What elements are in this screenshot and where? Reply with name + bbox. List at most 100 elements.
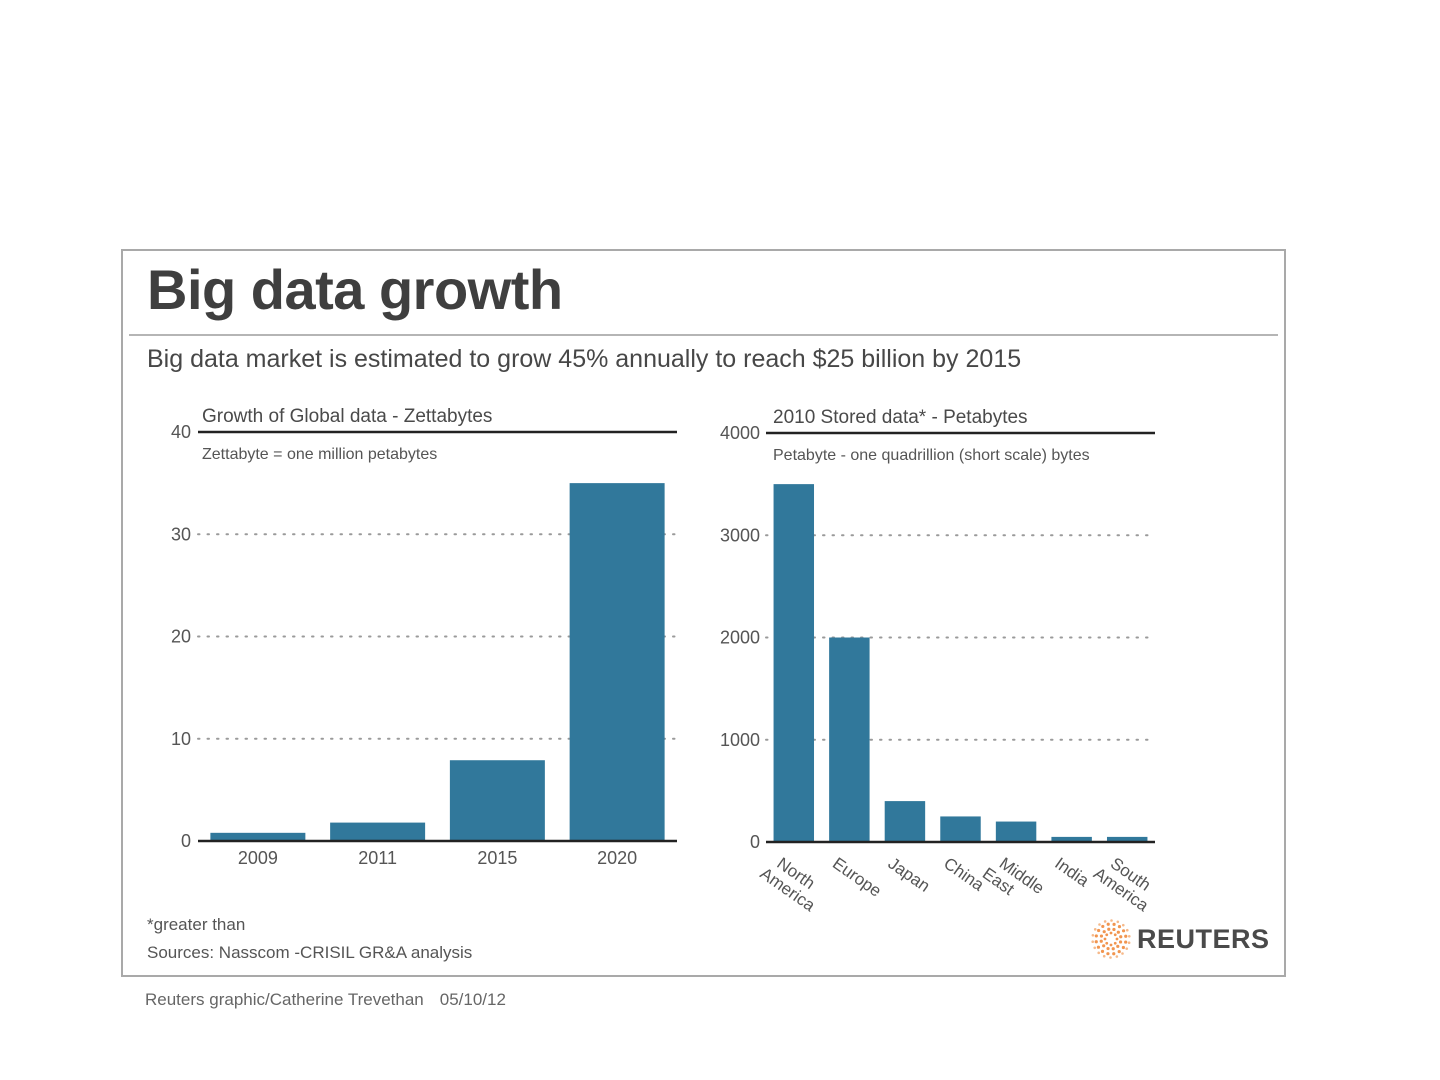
chart-frame: Big data growth Big data market is estim… (121, 249, 1286, 977)
credit-date: 05/10/12 (439, 990, 506, 1009)
bar-india (1051, 836, 1092, 842)
logo-dot (1097, 951, 1101, 955)
chart-1: Growth of Global data - Zettabytes Zettab… (171, 406, 678, 868)
x-tick-label-line: Japan (885, 854, 934, 896)
y-tick-label: 40 (171, 422, 191, 442)
chart-subtitle: Zettabyte = one million petabytes (202, 446, 437, 463)
logo-dot (1105, 933, 1109, 937)
y-tick-label: 20 (171, 627, 191, 647)
bar-north-america (773, 484, 815, 842)
title-divider (129, 334, 1278, 336)
bar-2011 (330, 822, 426, 841)
bar-south-america (1106, 836, 1148, 842)
logo-dot (1112, 952, 1116, 956)
logo-dot (1093, 946, 1097, 950)
logo-dot (1121, 929, 1126, 933)
logo-dot (1091, 940, 1094, 944)
y-tick-label: 3000 (720, 525, 760, 545)
x-tick-label: China (940, 854, 988, 895)
logo-dot (1096, 945, 1101, 949)
logo-dot (1103, 937, 1107, 941)
logo-dot (1099, 934, 1104, 938)
logo-dot (1105, 941, 1109, 945)
footnote: *greater than (147, 915, 246, 934)
logo-dot (1093, 928, 1097, 931)
x-tick-label: NorthAmerica (757, 849, 830, 915)
x-tick-label: India (1051, 854, 1093, 891)
credit-author: Reuters graphic/Catherine Trevethan (145, 990, 424, 1009)
logo-dot (1100, 949, 1105, 953)
logo-dot (1112, 927, 1116, 932)
logo-dot (1116, 920, 1120, 924)
logo-dot (1110, 919, 1113, 922)
credit-line: Reuters graphic/Catherine Trevethan 05/10… (145, 990, 506, 1010)
logo-dot (1116, 930, 1120, 934)
chart-title: 2010 Stored data* - Petabytes (773, 407, 1028, 428)
logo-text: REUTERS (1137, 923, 1270, 954)
bar-middle-east (995, 821, 1037, 842)
logo-dot (1121, 952, 1124, 955)
chart-title: Growth of Global data - Zettabytes (202, 406, 492, 427)
y-tick-label: 0 (750, 832, 760, 852)
logo-dot (1124, 940, 1128, 944)
logo-dot (1112, 922, 1116, 926)
logo-dot (1118, 940, 1123, 944)
bar-2009 (210, 832, 306, 841)
logo-dot (1115, 955, 1119, 958)
y-tick-label: 10 (171, 729, 191, 749)
logo-dot (1102, 954, 1106, 958)
bar-2020 (569, 483, 665, 841)
logo-dot (1091, 933, 1095, 937)
x-tick-label: 2020 (597, 848, 637, 868)
bar-japan (884, 801, 926, 842)
logo-dot (1113, 941, 1117, 945)
logo-dot (1109, 931, 1113, 935)
logo-dot (1109, 956, 1112, 959)
logo-dot (1117, 925, 1122, 929)
logo-dot (1101, 924, 1105, 929)
logo-dot (1125, 947, 1129, 950)
logo-dot (1099, 939, 1103, 943)
logo-dot (1109, 943, 1113, 947)
logo-dot (1111, 947, 1115, 951)
logo-dot (1106, 952, 1110, 956)
x-tick-label-line: Europe (829, 854, 885, 901)
bar-china (940, 816, 981, 842)
logo-dot (1127, 941, 1131, 945)
logo-dot (1124, 934, 1128, 938)
reuters-dots-icon (1091, 919, 1131, 959)
x-tick-label: Japan (885, 854, 934, 896)
logo-dot (1097, 928, 1101, 933)
logo-dot (1094, 934, 1098, 938)
x-tick-label-line: China (940, 854, 988, 895)
logo-dot (1102, 944, 1106, 948)
logo-dot (1121, 923, 1125, 927)
logo-dot (1125, 928, 1129, 932)
logo-dot (1106, 922, 1110, 926)
logo-dot (1102, 930, 1106, 934)
x-tick-label: SouthAmerica (1090, 849, 1163, 915)
chart-2: 2010 Stored data* - Petabytes Petabyte - … (720, 407, 1163, 916)
x-tick-label: MiddleEast (979, 849, 1048, 913)
page-title: Big data growth (147, 258, 563, 321)
bar-2015 (449, 760, 545, 841)
logo-dot (1107, 927, 1111, 931)
reuters-logo: REUTERS (1091, 919, 1270, 959)
y-tick-label: 4000 (720, 423, 760, 443)
chart-subtitle: Petabyte - one quadrillion (short scale)… (773, 447, 1090, 464)
y-tick-label: 1000 (720, 730, 760, 750)
x-tick-label: 2011 (358, 848, 397, 868)
logo-dot (1103, 920, 1107, 923)
charts-canvas: Growth of Global data - Zettabytes Zettab… (171, 406, 1163, 916)
logo-dot (1119, 935, 1123, 939)
logo-dot (1116, 944, 1120, 948)
x-tick-label: 2015 (477, 848, 517, 868)
logo-dot (1128, 934, 1131, 938)
logo-dot (1106, 946, 1110, 951)
page-subtitle: Big data market is estimated to grow 45%… (147, 345, 1022, 373)
logo-dot (1113, 933, 1117, 937)
y-tick-label: 0 (181, 831, 191, 851)
bar-europe (829, 637, 870, 842)
logo-dot (1121, 945, 1125, 950)
y-tick-label: 30 (171, 524, 191, 544)
